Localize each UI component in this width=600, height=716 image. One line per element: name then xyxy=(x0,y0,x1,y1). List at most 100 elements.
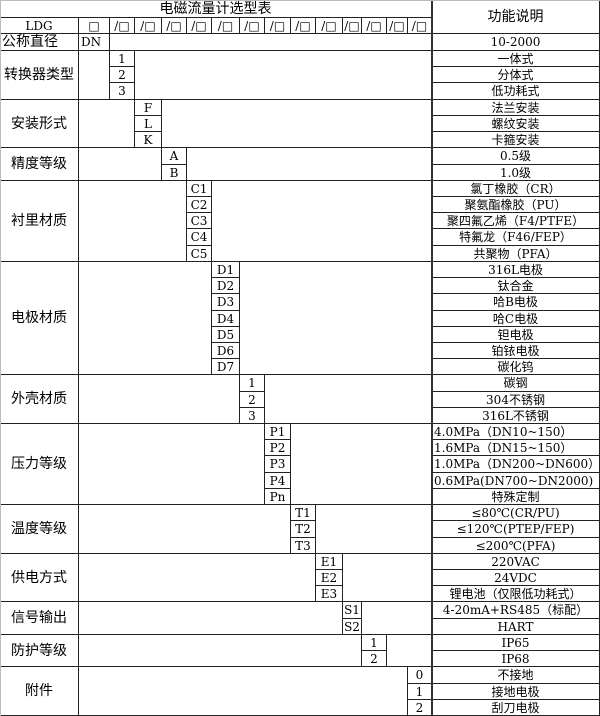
option-desc: 304不锈钢 xyxy=(432,392,600,408)
nominal-label: 公称直径 xyxy=(0,34,79,51)
option-desc: 共聚物（PFA） xyxy=(432,246,600,262)
blank-cell xyxy=(79,375,240,424)
option-code: 2 xyxy=(110,67,135,83)
group-label: 温度等级 xyxy=(0,505,79,554)
option-code: C1 xyxy=(187,181,212,197)
option-desc: 4-20mA+RS485（标配） xyxy=(432,602,600,619)
option-desc: ≤200℃(PFA) xyxy=(432,538,600,554)
code-slot: /□ xyxy=(316,18,343,34)
option-desc: 聚四氟乙烯（F4/PTFE） xyxy=(432,213,600,229)
group-label: 安装形式 xyxy=(0,100,79,148)
group-label: 供电方式 xyxy=(0,554,79,602)
option-desc: 法兰安装 xyxy=(432,100,600,116)
blank-cell xyxy=(79,505,291,554)
option-desc: 螺纹安装 xyxy=(432,116,600,132)
option-code: E2 xyxy=(316,570,343,586)
option-code: E1 xyxy=(316,554,343,570)
option-desc: 220VAC xyxy=(432,554,600,570)
option-code: 1 xyxy=(408,684,432,700)
option-code: 1 xyxy=(240,375,265,392)
blank-cell xyxy=(362,602,432,635)
option-desc: IP68 xyxy=(432,651,600,667)
option-desc: 锂电池（仅限低功耗式） xyxy=(432,586,600,602)
option-code: Pn xyxy=(265,489,291,505)
option-desc: 铂铱电极 xyxy=(432,343,600,359)
option-code: 3 xyxy=(240,408,265,424)
option-code: E3 xyxy=(316,586,343,602)
option-code: P4 xyxy=(265,473,291,489)
option-desc: 4.0MPa（DN10~150） xyxy=(432,424,600,440)
group-label: 衬里材质 xyxy=(0,181,79,262)
option-code: A xyxy=(162,148,187,165)
option-desc: IP65 xyxy=(432,635,600,651)
option-desc: 刮刀电极 xyxy=(432,700,600,716)
blank-cell xyxy=(79,262,212,375)
option-desc: 碳钢 xyxy=(432,375,600,392)
option-code: T2 xyxy=(291,521,316,538)
blank-cell xyxy=(79,424,265,505)
option-code: F xyxy=(135,100,162,116)
option-code: P2 xyxy=(265,440,291,456)
blank-cell xyxy=(212,181,432,262)
blank-cell xyxy=(162,100,432,148)
blank-cell xyxy=(110,34,432,51)
code-slot: □ xyxy=(79,18,110,34)
option-code: K xyxy=(135,132,162,148)
code-slot: /□ xyxy=(408,18,432,34)
blank-cell xyxy=(291,424,432,505)
group-label: 外壳材质 xyxy=(0,375,79,424)
group-label: 转换器类型 xyxy=(0,51,79,100)
group-label: 防护等级 xyxy=(0,635,79,667)
option-desc: 钛合金 xyxy=(432,278,600,294)
option-desc: ≤80℃(CR/PU) xyxy=(432,505,600,521)
option-desc: 不接地 xyxy=(432,667,600,684)
code-slot: /□ xyxy=(291,18,316,34)
option-code: T1 xyxy=(291,505,316,521)
option-code: D2 xyxy=(212,278,240,294)
blank-cell xyxy=(79,602,343,635)
blank-cell xyxy=(79,554,316,602)
nominal-code: DN xyxy=(79,34,110,51)
option-desc: 接地电极 xyxy=(432,684,600,700)
option-desc: HART xyxy=(432,619,600,635)
code-slot: /□ xyxy=(162,18,187,34)
blank-cell xyxy=(387,635,432,667)
option-code: 1 xyxy=(110,51,135,67)
option-desc: 分体式 xyxy=(432,67,600,83)
option-desc: 0.5级 xyxy=(432,148,600,165)
blank-cell xyxy=(79,148,162,181)
option-code: 2 xyxy=(240,392,265,408)
option-code: 0 xyxy=(408,667,432,684)
column-divider xyxy=(431,0,433,716)
option-code: 3 xyxy=(110,83,135,100)
option-code: P3 xyxy=(265,456,291,473)
option-code: B xyxy=(162,165,187,181)
description-header: 功能说明 xyxy=(432,0,600,34)
option-code: P1 xyxy=(265,424,291,440)
option-code: 1 xyxy=(362,635,387,651)
code-slot: /□ xyxy=(110,18,135,34)
option-code: D7 xyxy=(212,359,240,375)
option-code: D5 xyxy=(212,327,240,343)
option-desc: 1.0级 xyxy=(432,165,600,181)
option-code: S1 xyxy=(343,602,362,619)
option-code: D4 xyxy=(212,311,240,327)
code-slot: /□ xyxy=(343,18,362,34)
option-desc: 316L电极 xyxy=(432,262,600,278)
blank-cell xyxy=(79,635,362,667)
option-desc: 碳化钨 xyxy=(432,359,600,375)
blank-cell xyxy=(187,148,432,181)
option-desc: 哈C电极 xyxy=(432,311,600,327)
code-slot: /□ xyxy=(135,18,162,34)
option-code: 2 xyxy=(362,651,387,667)
model-code: LDG xyxy=(0,18,79,34)
code-slot: /□ xyxy=(240,18,265,34)
code-slot: /□ xyxy=(387,18,408,34)
option-desc: ≤120℃(PTEP/FEP) xyxy=(432,521,600,538)
table-title: 电磁流量计选型表 xyxy=(0,0,432,18)
option-desc: 卡箍安装 xyxy=(432,132,600,148)
option-code: T3 xyxy=(291,538,316,554)
blank-cell xyxy=(79,51,110,100)
option-code: C4 xyxy=(187,229,212,246)
option-code: D1 xyxy=(212,262,240,278)
